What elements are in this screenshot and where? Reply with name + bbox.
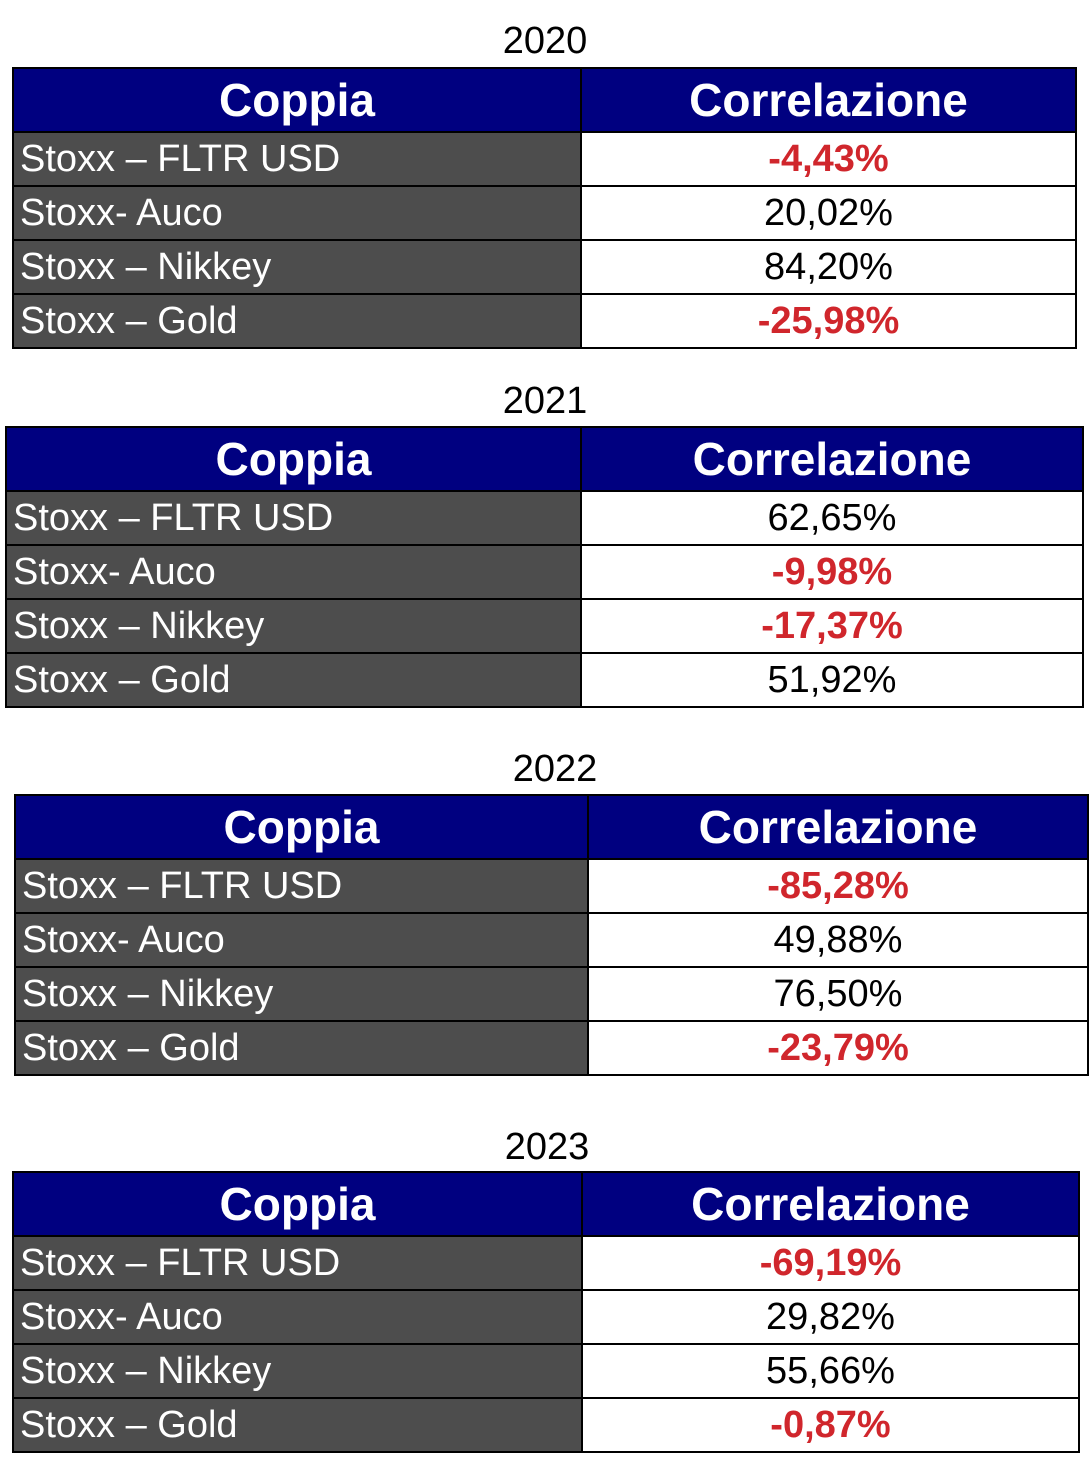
year-title: 2023 [504, 1126, 590, 1168]
table-row: Stoxx – FLTR USD -4,43% [12, 131, 1077, 187]
correlation-value: 84,20% [580, 239, 1077, 295]
table-row: Stoxx – Gold -25,98% [12, 293, 1077, 349]
table-block-2020: 2020 Coppia Correlazione Stoxx – FLTR US… [0, 0, 1090, 360]
pair-cell: Stoxx- Auco [12, 1289, 583, 1345]
correlation-value: 55,66% [581, 1343, 1080, 1399]
pair-cell: Stoxx – FLTR USD [12, 1235, 583, 1291]
pair-cell: Stoxx- Auco [5, 544, 582, 600]
correlation-value: -25,98% [580, 293, 1077, 349]
table-header-row: Coppia Correlazione [14, 794, 1089, 860]
pair-cell: Stoxx – FLTR USD [14, 858, 589, 914]
table-row: Stoxx- Auco 49,88% [14, 912, 1089, 968]
correlation-value: -17,37% [580, 598, 1084, 654]
table-row: Stoxx – Gold -0,87% [12, 1397, 1080, 1453]
pair-cell: Stoxx – Nikkey [5, 598, 582, 654]
correlation-value: -23,79% [587, 1020, 1089, 1076]
pair-cell: Stoxx – Nikkey [12, 1343, 583, 1399]
pair-cell: Stoxx – Nikkey [14, 966, 589, 1022]
pair-cell: Stoxx – FLTR USD [12, 131, 582, 187]
correlation-value: 76,50% [587, 966, 1089, 1022]
correlation-table: Coppia Correlazione Stoxx – FLTR USD 62,… [5, 426, 1084, 708]
correlation-value: -85,28% [587, 858, 1089, 914]
correlation-value: 51,92% [580, 652, 1084, 708]
table-row: Stoxx- Auco 20,02% [12, 185, 1077, 241]
table-row: Stoxx – Gold -23,79% [14, 1020, 1089, 1076]
table-row: Stoxx – Nikkey 55,66% [12, 1343, 1080, 1399]
pair-cell: Stoxx- Auco [12, 185, 582, 241]
pair-cell: Stoxx – Nikkey [12, 239, 582, 295]
table-header-row: Coppia Correlazione [5, 426, 1084, 492]
correlation-table: Coppia Correlazione Stoxx – FLTR USD -85… [14, 794, 1089, 1076]
correlation-value: 49,88% [587, 912, 1089, 968]
table-row: Stoxx – Nikkey 84,20% [12, 239, 1077, 295]
year-title: 2020 [502, 20, 588, 62]
correlation-value: -4,43% [580, 131, 1077, 187]
correlation-value: 62,65% [580, 490, 1084, 546]
header-pair: Coppia [14, 794, 589, 860]
header-pair: Coppia [12, 1171, 583, 1237]
pair-cell: Stoxx- Auco [14, 912, 589, 968]
pair-cell: Stoxx – Gold [12, 293, 582, 349]
header-correlation: Correlazione [587, 794, 1089, 860]
table-row: Stoxx – Gold 51,92% [5, 652, 1084, 708]
table-block-2023: 2023 Coppia Correlazione Stoxx – FLTR US… [0, 1108, 1090, 1464]
header-pair: Coppia [5, 426, 582, 492]
table-row: Stoxx – FLTR USD -69,19% [12, 1235, 1080, 1291]
year-title: 2022 [512, 748, 598, 790]
table-row: Stoxx – FLTR USD 62,65% [5, 490, 1084, 546]
correlation-value: -9,98% [580, 544, 1084, 600]
correlation-value: -69,19% [581, 1235, 1080, 1291]
pair-cell: Stoxx – Gold [14, 1020, 589, 1076]
table-header-row: Coppia Correlazione [12, 1171, 1080, 1237]
correlation-table: Coppia Correlazione Stoxx – FLTR USD -69… [12, 1171, 1080, 1453]
correlation-value: 20,02% [580, 185, 1077, 241]
header-correlation: Correlazione [580, 67, 1077, 133]
correlation-value: -0,87% [581, 1397, 1080, 1453]
table-row: Stoxx- Auco -9,98% [5, 544, 1084, 600]
table-block-2021: 2021 Coppia Correlazione Stoxx – FLTR US… [0, 360, 1090, 730]
year-title: 2021 [502, 380, 588, 422]
table-header-row: Coppia Correlazione [12, 67, 1077, 133]
header-pair: Coppia [12, 67, 582, 133]
table-row: Stoxx – Nikkey -17,37% [5, 598, 1084, 654]
table-row: Stoxx – FLTR USD -85,28% [14, 858, 1089, 914]
pair-cell: Stoxx – FLTR USD [5, 490, 582, 546]
pair-cell: Stoxx – Gold [5, 652, 582, 708]
table-row: Stoxx – Nikkey 76,50% [14, 966, 1089, 1022]
header-correlation: Correlazione [581, 1171, 1080, 1237]
correlation-value: 29,82% [581, 1289, 1080, 1345]
header-correlation: Correlazione [580, 426, 1084, 492]
correlation-table: Coppia Correlazione Stoxx – FLTR USD -4,… [12, 67, 1077, 349]
table-row: Stoxx- Auco 29,82% [12, 1289, 1080, 1345]
pair-cell: Stoxx – Gold [12, 1397, 583, 1453]
table-block-2022: 2022 Coppia Correlazione Stoxx – FLTR US… [0, 730, 1090, 1100]
